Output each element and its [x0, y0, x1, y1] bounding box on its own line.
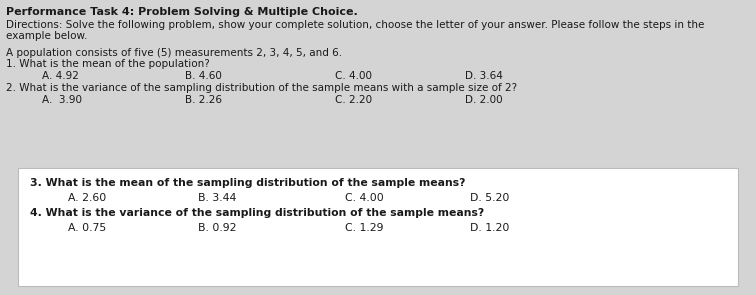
Text: B. 4.60: B. 4.60	[185, 71, 222, 81]
Text: A population consists of five (5) measurements 2, 3, 4, 5, and 6.: A population consists of five (5) measur…	[6, 48, 342, 58]
Text: D. 1.20: D. 1.20	[470, 223, 510, 233]
Text: 3. What is the mean of the sampling distribution of the sample means?: 3. What is the mean of the sampling dist…	[30, 178, 466, 188]
Text: C. 4.00: C. 4.00	[345, 193, 384, 203]
Text: A.  3.90: A. 3.90	[42, 95, 82, 105]
Text: B. 2.26: B. 2.26	[185, 95, 222, 105]
Text: B. 0.92: B. 0.92	[198, 223, 237, 233]
Text: C. 4.00: C. 4.00	[335, 71, 372, 81]
Text: 4. What is the variance of the sampling distribution of the sample means?: 4. What is the variance of the sampling …	[30, 208, 485, 218]
FancyBboxPatch shape	[18, 168, 738, 286]
Text: D. 2.00: D. 2.00	[465, 95, 503, 105]
Text: A. 0.75: A. 0.75	[68, 223, 107, 233]
Text: B. 3.44: B. 3.44	[198, 193, 237, 203]
Text: A. 4.92: A. 4.92	[42, 71, 79, 81]
Text: Performance Task 4: Problem Solving & Multiple Choice.: Performance Task 4: Problem Solving & Mu…	[6, 7, 358, 17]
Text: D. 5.20: D. 5.20	[470, 193, 510, 203]
Text: example below.: example below.	[6, 31, 88, 41]
Text: 1. What is the mean of the population?: 1. What is the mean of the population?	[6, 59, 209, 69]
Text: 2. What is the variance of the sampling distribution of the sample means with a : 2. What is the variance of the sampling …	[6, 83, 517, 93]
Text: C. 2.20: C. 2.20	[335, 95, 372, 105]
Text: C. 1.29: C. 1.29	[345, 223, 383, 233]
Text: A. 2.60: A. 2.60	[68, 193, 107, 203]
Text: D. 3.64: D. 3.64	[465, 71, 503, 81]
Text: Directions: Solve the following problem, show your complete solution, choose the: Directions: Solve the following problem,…	[6, 20, 705, 30]
